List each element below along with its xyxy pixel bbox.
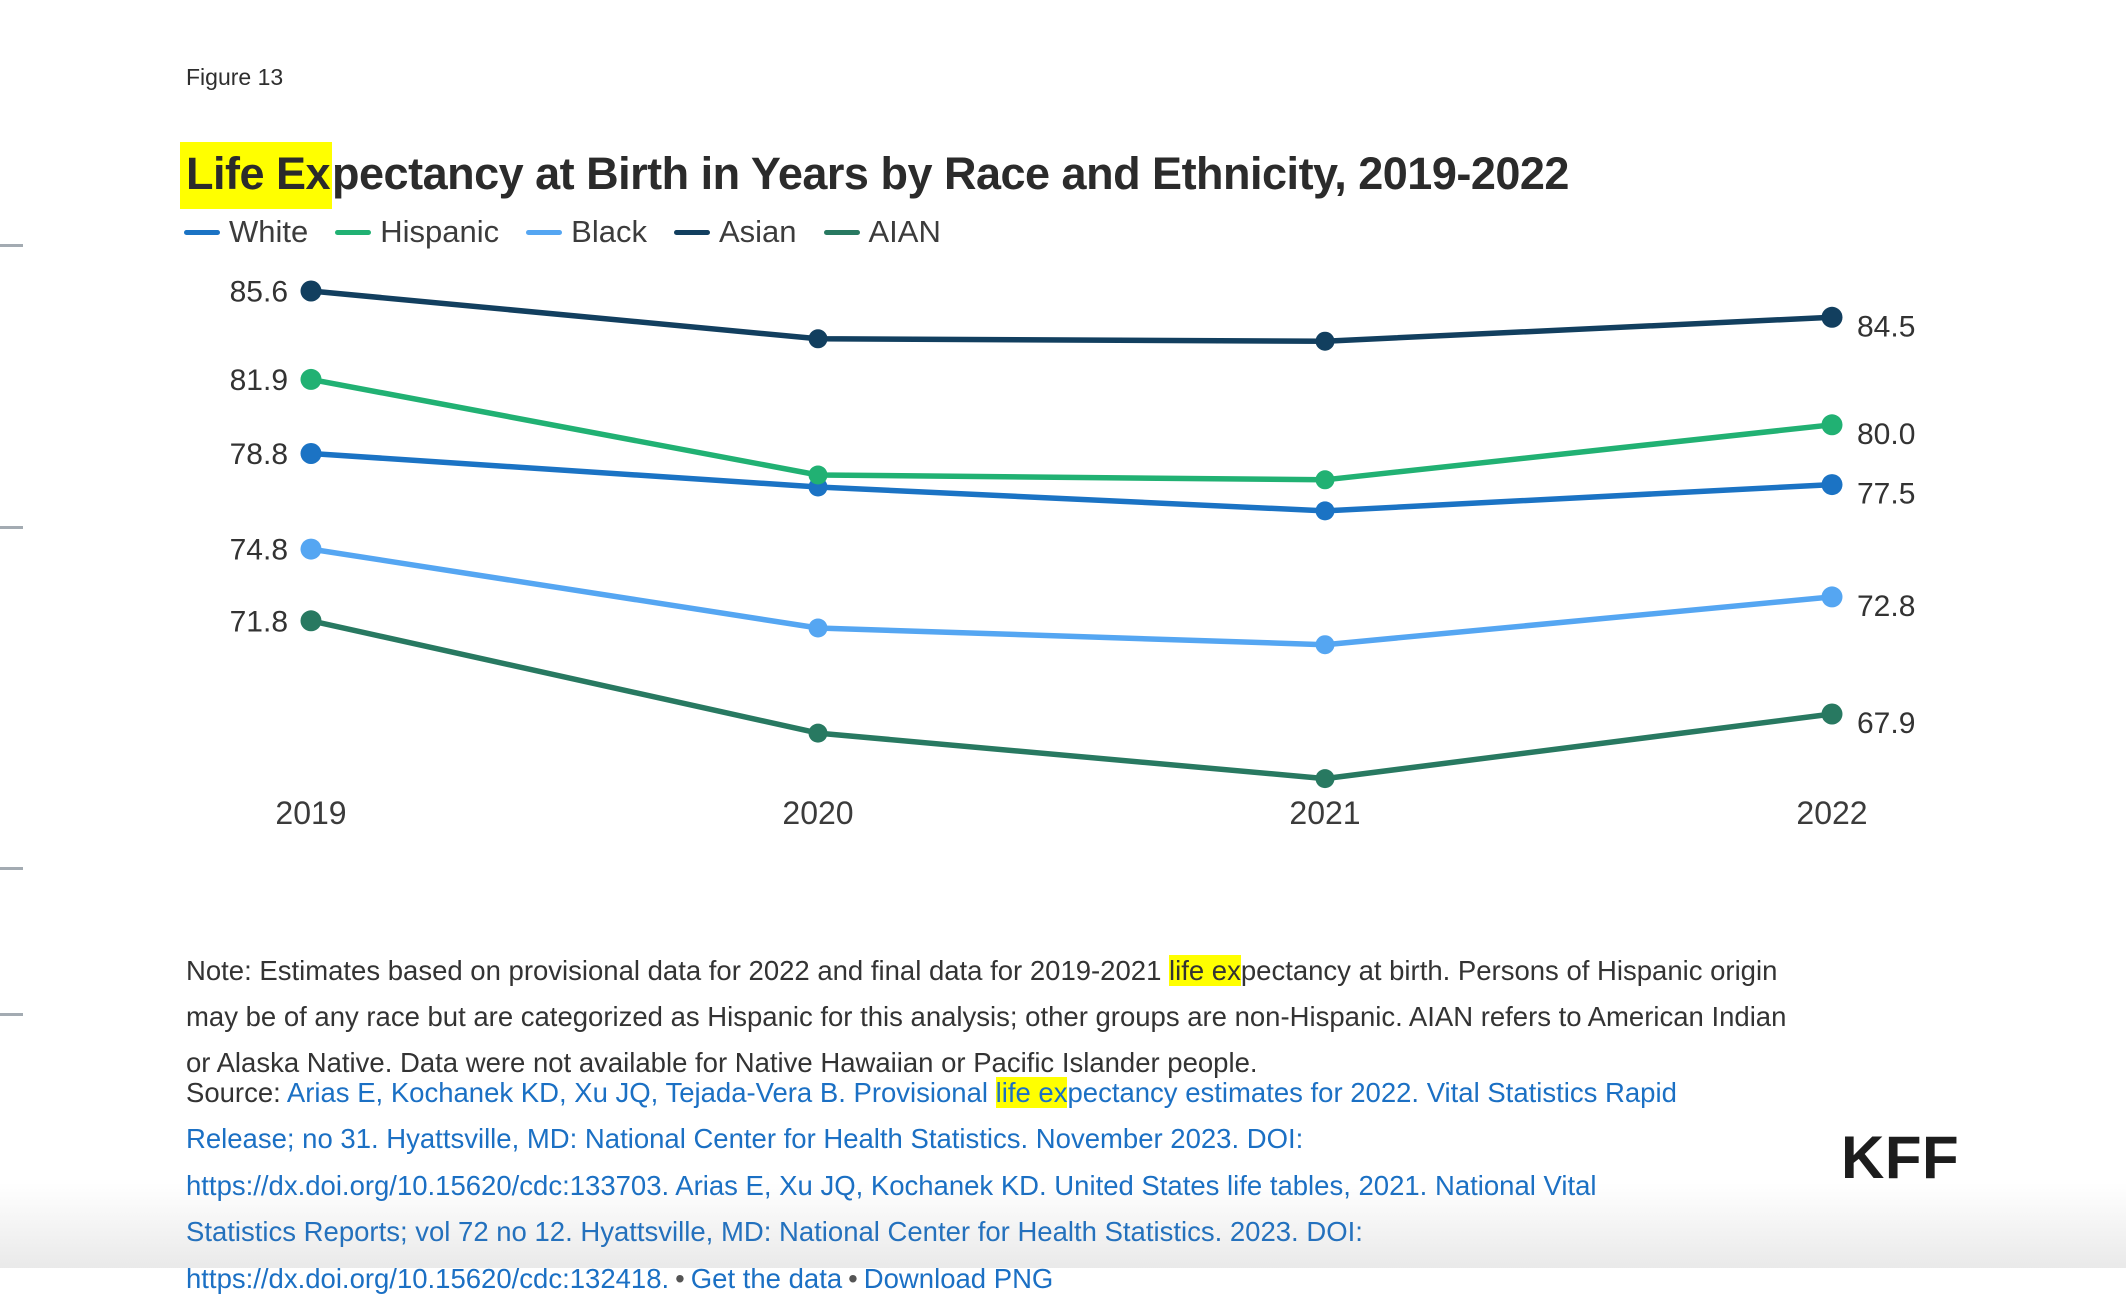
bullet-separator: • xyxy=(669,1263,691,1294)
source-label: Source: xyxy=(186,1077,287,1108)
data-point-aian-2021[interactable] xyxy=(1316,769,1335,788)
data-point-black-2019[interactable] xyxy=(301,539,322,560)
data-point-black-2022[interactable] xyxy=(1822,586,1843,607)
x-axis-label-2021: 2021 xyxy=(1289,795,1360,831)
data-point-white-2021[interactable] xyxy=(1316,501,1335,520)
x-axis-label-2019: 2019 xyxy=(275,795,346,831)
note-text: Note: Estimates based on provisional dat… xyxy=(186,948,1806,1086)
source-text: Source: Arias E, Kochanek KD, Xu JQ, Tej… xyxy=(186,1070,1701,1302)
download-png-link[interactable]: Download PNG xyxy=(864,1263,1054,1294)
note-prefix: Note: Estimates based on provisional dat… xyxy=(186,955,1169,986)
series-line-black xyxy=(311,549,1832,645)
source-citation-before: Arias E, Kochanek KD, Xu JQ, Tejada-Vera… xyxy=(287,1077,996,1108)
value-label-white-2019: 78.8 xyxy=(230,438,288,471)
source-citation-link[interactable]: Arias E, Kochanek KD, Xu JQ, Tejada-Vera… xyxy=(186,1077,1677,1294)
value-label-black-2022: 72.8 xyxy=(1857,590,1915,623)
data-point-hispanic-2020[interactable] xyxy=(809,466,828,485)
get-the-data-link[interactable]: Get the data xyxy=(691,1263,842,1294)
data-point-white-2022[interactable] xyxy=(1822,474,1843,495)
data-point-black-2021[interactable] xyxy=(1316,635,1335,654)
source-citation-after: pectancy estimates for 2022. Vital Stati… xyxy=(186,1077,1677,1294)
data-point-aian-2020[interactable] xyxy=(809,724,828,743)
source-search-highlight: life ex xyxy=(996,1077,1068,1108)
data-point-hispanic-2022[interactable] xyxy=(1822,414,1843,435)
x-axis-label-2020: 2020 xyxy=(782,795,853,831)
bullet-separator: • xyxy=(842,1263,864,1294)
kff-figure-page: { "figure_label": "Figure 13", "title": … xyxy=(0,0,2126,1268)
data-point-black-2020[interactable] xyxy=(809,619,828,638)
value-label-aian-2019: 71.8 xyxy=(230,605,288,638)
data-point-aian-2019[interactable] xyxy=(301,610,322,631)
series-line-asian xyxy=(311,291,1832,341)
data-point-aian-2022[interactable] xyxy=(1822,704,1843,725)
value-label-white-2022: 77.5 xyxy=(1857,478,1915,511)
value-label-asian-2022: 84.5 xyxy=(1857,310,1915,343)
value-label-hispanic-2022: 80.0 xyxy=(1857,418,1915,451)
data-point-hispanic-2021[interactable] xyxy=(1316,470,1335,489)
value-label-black-2019: 74.8 xyxy=(230,534,288,567)
value-label-hispanic-2019: 81.9 xyxy=(230,364,288,397)
series-line-hispanic xyxy=(311,379,1832,479)
note-search-highlight: life ex xyxy=(1169,955,1241,986)
data-point-asian-2022[interactable] xyxy=(1822,307,1843,328)
kff-logo[interactable]: KFF xyxy=(1841,1128,1959,1188)
data-point-white-2019[interactable] xyxy=(301,443,322,464)
data-point-asian-2021[interactable] xyxy=(1316,332,1335,351)
value-label-asian-2019: 85.6 xyxy=(230,276,288,309)
x-axis-label-2022: 2022 xyxy=(1796,795,1867,831)
series-line-aian xyxy=(311,621,1832,779)
data-point-asian-2019[interactable] xyxy=(301,281,322,302)
series-line-white xyxy=(311,454,1832,511)
data-point-hispanic-2019[interactable] xyxy=(301,369,322,390)
data-point-asian-2020[interactable] xyxy=(809,329,828,348)
value-label-aian-2022: 67.9 xyxy=(1857,707,1915,740)
